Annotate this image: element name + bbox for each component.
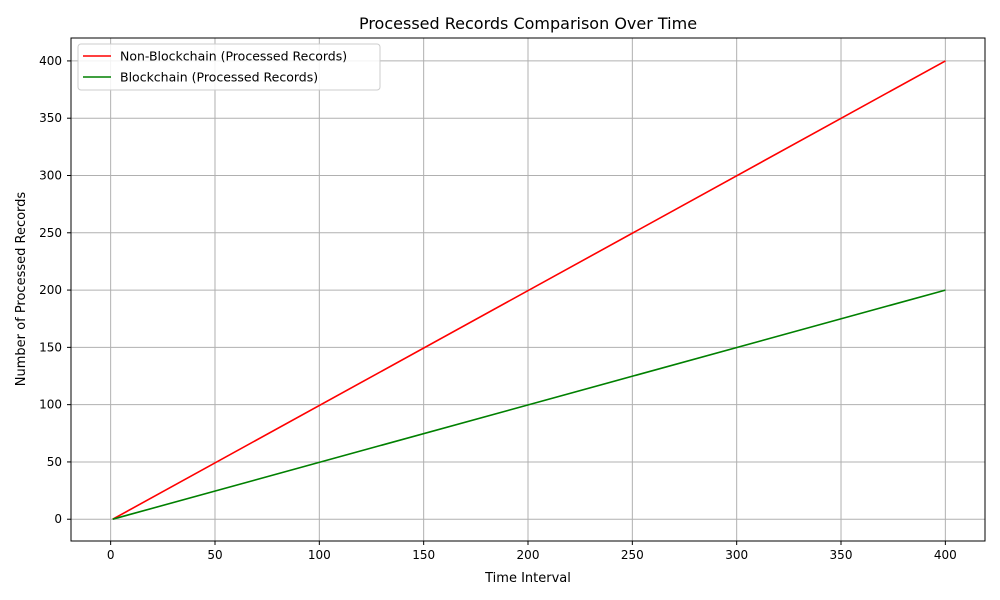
x-tick-label: 350 [830, 548, 853, 562]
x-axis: 0 50 100 150 200 250 300 350 400 [107, 541, 957, 562]
x-tick-label: 400 [934, 548, 957, 562]
x-tick-label: 50 [207, 548, 222, 562]
y-tick-label: 300 [39, 168, 62, 182]
y-tick-label: 400 [39, 54, 62, 68]
y-tick-label: 350 [39, 111, 62, 125]
y-tick-label: 200 [39, 283, 62, 297]
legend-box [77, 43, 381, 91]
y-axis: 0 50 100 150 200 250 300 350 400 [39, 54, 71, 526]
x-tick-label: 200 [517, 548, 540, 562]
x-tick-label: 250 [621, 548, 644, 562]
x-tick-label: 300 [725, 548, 748, 562]
series-layer [112, 60, 946, 520]
series-line-1 [112, 289, 946, 520]
x-tick-label: 100 [308, 548, 331, 562]
y-tick-label: 50 [47, 455, 62, 469]
grid [71, 38, 985, 541]
y-axis-label: Number of Processed Records [14, 192, 29, 387]
series-line-0 [112, 60, 946, 520]
legend-label: Non-Blockchain (Processed Records) [120, 49, 347, 64]
y-tick-label: 250 [39, 226, 62, 240]
x-tick-label: 150 [412, 548, 435, 562]
y-tick-label: 0 [54, 512, 62, 526]
legend-label: Blockchain (Processed Records) [120, 70, 318, 85]
chart-title: Processed Records Comparison Over Time [359, 14, 697, 33]
x-axis-label: Time Interval [484, 571, 571, 586]
legend: Non-Blockchain (Processed Records) Blockc… [77, 43, 381, 91]
y-tick-label: 150 [39, 340, 62, 354]
x-tick-label: 0 [107, 548, 115, 562]
y-tick-label: 100 [39, 398, 62, 412]
